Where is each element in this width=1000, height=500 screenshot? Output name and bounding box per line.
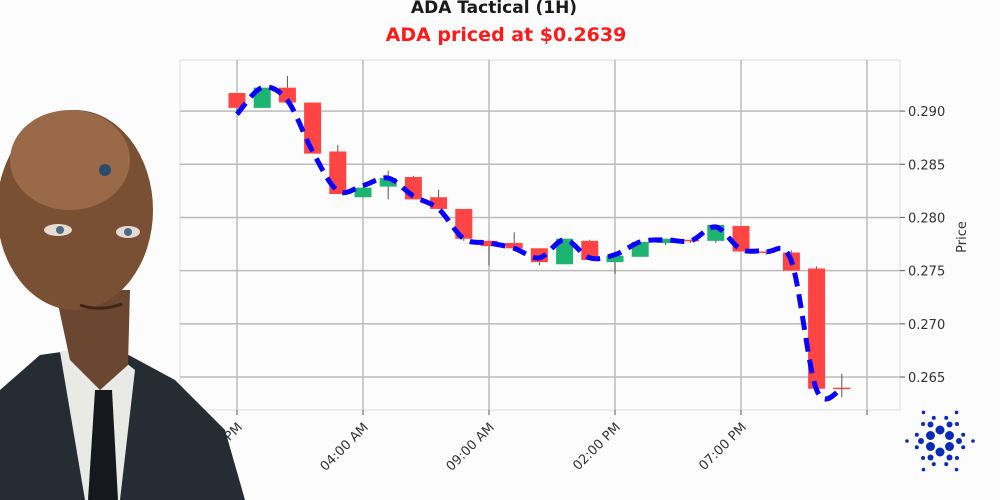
candle-up <box>354 187 372 198</box>
logo-dot <box>961 445 966 450</box>
logo-dot <box>945 431 955 440</box>
logo-dot <box>925 431 935 440</box>
candle-down <box>757 251 775 253</box>
x-tick-label: 02:00 PM <box>570 420 623 473</box>
candle-down <box>430 197 448 209</box>
logo-dot <box>944 415 949 420</box>
logo-dot <box>914 445 919 450</box>
logo-dot <box>921 410 926 415</box>
logo-dot <box>961 432 966 437</box>
neck <box>55 290 130 390</box>
cardano-logo <box>905 410 975 472</box>
logo-dot <box>914 432 919 437</box>
trend-line <box>235 84 843 402</box>
y-axis: 0.265 0.270 0.275 0.280 0.285 0.290 <box>900 105 945 386</box>
candle-down <box>682 239 700 242</box>
tie <box>88 390 118 500</box>
candle-down <box>480 240 498 247</box>
logo-dot <box>925 442 935 451</box>
y-tick-label: 0.280 <box>908 211 945 226</box>
logo-dot <box>946 421 953 428</box>
candle-down <box>228 92 246 108</box>
logo-dot <box>956 438 962 444</box>
logo-dot <box>954 455 959 460</box>
y-tick-label: 0.265 <box>908 371 945 386</box>
logo-dot <box>927 421 934 428</box>
logo-dot <box>918 438 924 444</box>
logo-dot <box>927 454 934 461</box>
logo-dot <box>905 439 909 443</box>
candle-down <box>808 268 826 389</box>
logo-dot <box>954 410 959 415</box>
logo-dot <box>921 422 926 427</box>
candles <box>228 75 851 398</box>
logo-dot <box>921 455 926 460</box>
logo-dot <box>935 425 945 435</box>
logo-dot <box>954 467 959 472</box>
candle-up <box>606 255 624 263</box>
candle-down <box>581 240 599 260</box>
chart-title: ADA Tactical (1H) <box>410 0 578 18</box>
plot-area <box>179 59 901 411</box>
logo-dot <box>931 462 936 467</box>
candle-down <box>278 87 296 103</box>
grid <box>180 60 900 410</box>
logo-dot <box>954 422 959 427</box>
logo-dot <box>945 442 955 451</box>
candle-up <box>379 178 397 187</box>
candle-down <box>833 387 851 390</box>
candle-down <box>304 102 322 154</box>
logo-dot <box>944 462 949 467</box>
logo-dot <box>946 454 953 461</box>
y-tick-label: 0.270 <box>908 318 945 333</box>
chart-subtitle: ADA priced at $0.2639 <box>385 24 627 46</box>
y-axis-label: Price <box>955 221 970 253</box>
logo-dot <box>971 439 975 443</box>
y-tick-label: 0.285 <box>908 158 945 173</box>
logo-dot <box>935 447 945 457</box>
x-tick-label: 09:00 AM <box>444 420 498 474</box>
y-tick-label: 0.290 <box>908 105 945 120</box>
portrait-image <box>0 110 245 500</box>
logo-dot <box>931 415 936 420</box>
candle-up <box>556 238 574 265</box>
logo-dot <box>921 467 926 472</box>
x-tick-label: 04:00 AM <box>318 420 372 474</box>
candle-up <box>656 238 674 243</box>
x-tick-label: 07:00 PM <box>696 420 749 473</box>
y-tick-label: 0.275 <box>908 265 945 280</box>
candle-down <box>505 242 523 249</box>
